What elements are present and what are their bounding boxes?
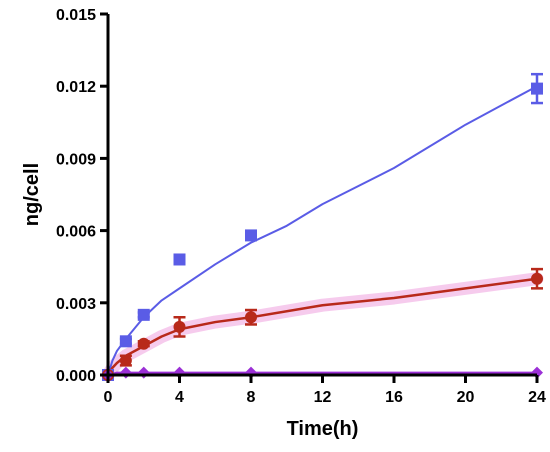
series-3-point [137, 366, 150, 379]
series-3-point [119, 366, 132, 379]
y-tick-label: 0.012 [56, 79, 96, 96]
x-tick-label: 24 [528, 389, 546, 406]
x-tick-label: 8 [247, 389, 256, 406]
series-1-point [531, 82, 543, 95]
series-1-point [245, 229, 257, 242]
series-1-point [173, 253, 186, 266]
series-2-point [173, 320, 186, 333]
x-tick-label: 0 [104, 389, 113, 406]
series-1-point [119, 335, 132, 348]
y-tick-label: 0.003 [56, 296, 96, 313]
x-axis-title: Time(h) [287, 418, 359, 440]
plot-area [101, 72, 544, 382]
x-axis-ticks: 0 4 8 12 16 20 24 [104, 375, 546, 406]
y-tick-label: 0.015 [56, 7, 96, 24]
series-2-point [137, 337, 150, 350]
y-axis-title: ng/cell [21, 163, 43, 226]
y-tick-label: 0.006 [56, 224, 96, 241]
x-tick-label: 20 [457, 389, 475, 406]
x-tick-label: 4 [175, 389, 184, 406]
series-1-point [137, 308, 150, 321]
x-tick-label: 12 [314, 389, 332, 406]
y-tick-label: 0.000 [56, 368, 96, 385]
series-1-fit-line [107, 85, 538, 376]
series-2-point [245, 311, 257, 324]
y-tick-label: 0.009 [56, 151, 96, 168]
x-tick-label: 16 [385, 389, 403, 406]
series-2-point [119, 354, 132, 367]
series-2-point [531, 272, 543, 285]
y-axis-ticks: 0.000 0.003 0.006 0.009 0.012 0.015 [56, 7, 108, 385]
